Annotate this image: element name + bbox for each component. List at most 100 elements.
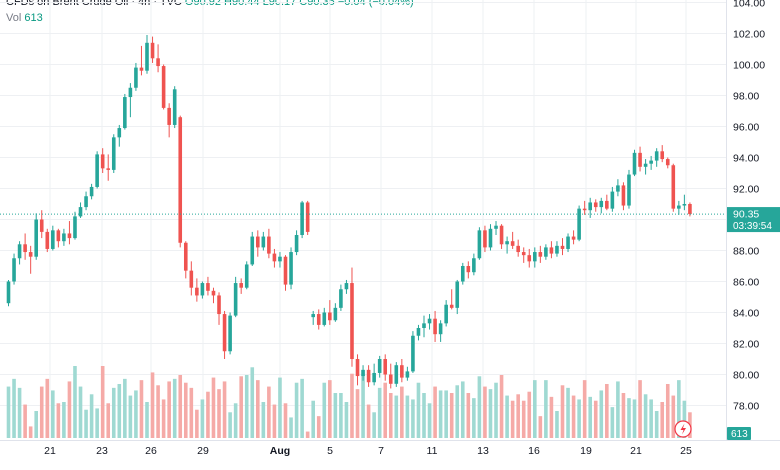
candle <box>95 151 99 189</box>
x-tick-label: Aug <box>270 445 290 457</box>
candle-body <box>45 231 50 249</box>
candle <box>582 200 587 215</box>
candle <box>682 194 687 211</box>
candle <box>139 45 144 76</box>
candle-body <box>261 236 266 248</box>
candle-body <box>593 202 598 208</box>
candle-body <box>28 252 33 257</box>
candle <box>250 231 255 266</box>
candle-body <box>638 152 642 167</box>
volume-bar <box>350 373 354 438</box>
volume-bar <box>571 395 576 438</box>
candle <box>483 225 487 253</box>
candle <box>377 355 382 378</box>
candle <box>233 276 238 318</box>
x-tick-label: 11 <box>427 445 438 457</box>
volume-bar <box>588 396 592 438</box>
candle-body <box>621 185 626 206</box>
candle-body <box>627 174 631 206</box>
candle-body <box>239 283 243 288</box>
candle <box>566 233 570 253</box>
candle-body <box>427 318 432 324</box>
candle <box>400 359 404 383</box>
candle-body <box>516 245 520 253</box>
candle-body <box>328 312 332 321</box>
candle-body <box>411 335 415 372</box>
candle <box>189 261 194 296</box>
volume-bar <box>239 376 243 438</box>
candle-body <box>195 287 199 296</box>
candle <box>239 278 243 294</box>
candle-body <box>599 200 604 208</box>
candle <box>344 279 349 294</box>
candle <box>111 134 116 173</box>
volume-bar <box>494 382 498 438</box>
candle-body <box>139 67 144 71</box>
volume-bar <box>128 395 133 438</box>
candle-body <box>688 204 692 215</box>
candle <box>577 205 581 242</box>
candle-body <box>460 266 465 282</box>
symbol-title[interactable]: CFDs on Brent Crude Oil · 4h · TVC <box>6 0 182 8</box>
volume-bar <box>627 398 631 438</box>
candle-body <box>588 202 592 211</box>
candle <box>206 276 210 296</box>
candle-body <box>200 283 205 296</box>
candle-body <box>610 191 615 209</box>
candle <box>488 224 493 251</box>
candle <box>117 124 122 147</box>
x-tick-label: 23 <box>96 445 108 457</box>
candle <box>89 183 94 200</box>
volume-bar <box>300 378 304 438</box>
candle-body <box>483 230 487 248</box>
volume-bar <box>51 390 55 438</box>
volume-bar <box>289 417 293 438</box>
candle-body <box>106 168 111 170</box>
candle-body <box>555 245 559 254</box>
candle-body <box>394 365 399 384</box>
volume-tag-bg <box>727 427 751 440</box>
volume-bar <box>272 404 277 438</box>
candle-body <box>416 328 421 336</box>
candle-body <box>17 244 22 259</box>
candle-body <box>455 281 460 308</box>
candle <box>267 228 271 259</box>
volume-bar <box>632 399 637 438</box>
volume-bar <box>411 399 415 438</box>
candle <box>278 252 282 268</box>
volume-bar <box>472 398 476 438</box>
volume-bar <box>189 387 194 438</box>
candle-body <box>643 163 648 167</box>
candle <box>405 366 410 381</box>
candle <box>222 310 227 359</box>
volume-bar <box>156 385 160 438</box>
volume-bar <box>322 382 327 438</box>
candle-body <box>366 369 371 383</box>
candle-body <box>167 107 171 125</box>
y-tick-label: 80.00 <box>733 370 759 382</box>
candle <box>294 230 299 256</box>
candle <box>555 241 559 257</box>
volume-bar <box>283 403 288 438</box>
volume-bar <box>161 399 166 438</box>
candle <box>616 179 620 197</box>
y-tick-label: 86.00 <box>733 277 759 289</box>
x-tick-label: 16 <box>528 445 540 457</box>
candle-body <box>654 151 659 161</box>
candle <box>156 44 160 73</box>
candle <box>100 148 105 173</box>
volume-bar <box>195 409 199 438</box>
candle-body <box>278 256 282 262</box>
volume-bar <box>477 376 482 438</box>
candle <box>39 210 44 239</box>
volume-bar <box>294 382 299 438</box>
lightning-icon[interactable] <box>674 420 692 438</box>
candle <box>361 365 365 381</box>
volume-bar <box>172 378 177 438</box>
price-tag-value: 90.35 <box>733 209 759 221</box>
candle <box>56 228 61 248</box>
volume-bar <box>621 393 626 438</box>
y-tick-label: 100.00 <box>733 60 765 72</box>
